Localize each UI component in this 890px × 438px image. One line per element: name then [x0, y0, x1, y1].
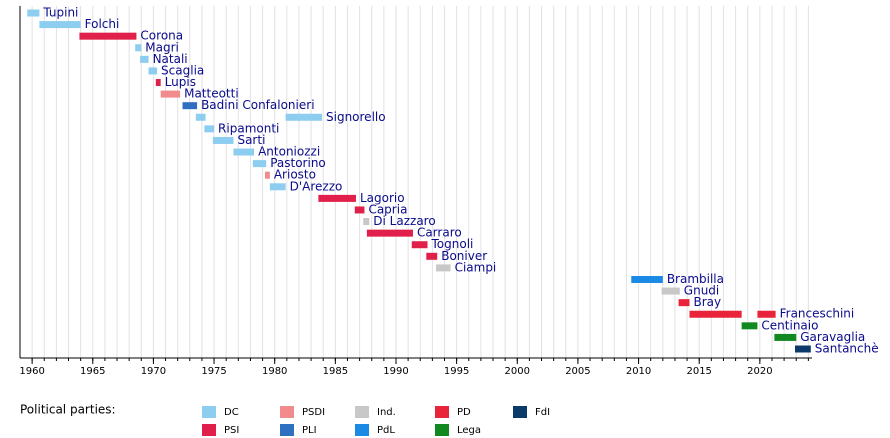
- minister-label: Centinaio: [761, 318, 818, 332]
- minister-label: Signorello: [326, 110, 386, 124]
- legend-swatch: [355, 406, 369, 418]
- minister-label: Garavaglia: [800, 330, 865, 344]
- x-tick-label: 1995: [444, 366, 469, 377]
- term-bar: [27, 9, 40, 17]
- x-tick-label: 2010: [626, 366, 651, 377]
- term-bar: [233, 148, 255, 156]
- term-bar: [269, 183, 286, 191]
- term-bar: [741, 322, 758, 330]
- legend-label: FdI: [535, 407, 550, 418]
- legend-label: PD: [457, 407, 471, 418]
- term-bar: [160, 90, 181, 98]
- term-bar: [678, 299, 690, 307]
- x-tick-label: 2005: [565, 366, 590, 377]
- x-tick-label: 1960: [19, 366, 44, 377]
- term-bar: [182, 102, 198, 110]
- term-bar: [436, 264, 451, 272]
- x-tick-label: 2020: [747, 366, 772, 377]
- minister-label: Gnudi: [684, 284, 719, 298]
- minister-label: Lagorio: [360, 191, 405, 205]
- term-bar: [79, 32, 137, 40]
- term-bar: [795, 345, 811, 353]
- x-tick-label: 1980: [262, 366, 287, 377]
- term-bar: [155, 79, 161, 87]
- x-tick-label: 1990: [383, 366, 408, 377]
- term-bar: [148, 67, 158, 75]
- minister-label: Carraro: [417, 226, 462, 240]
- minister-label: Antoniozzi: [258, 145, 320, 159]
- legend-label: DC: [224, 407, 239, 418]
- x-tick-label: 2015: [686, 366, 711, 377]
- legend-swatch: [202, 406, 216, 418]
- term-bar: [774, 333, 797, 341]
- legend-label: PSDI: [302, 407, 325, 418]
- term-bar: [285, 113, 323, 121]
- term-bar: [39, 21, 81, 29]
- term-bar: [252, 160, 267, 168]
- legend-label: PLI: [302, 425, 317, 436]
- legend-label: Ind.: [377, 407, 396, 418]
- term-bar: [318, 194, 356, 202]
- minister-label: Di Lazzaro: [373, 214, 435, 228]
- term-bar: [661, 287, 680, 295]
- term-bar: [204, 125, 215, 133]
- legend-swatch: [280, 424, 294, 436]
- x-tick-label: 1975: [201, 366, 226, 377]
- minister-label: Ciampi: [455, 260, 497, 274]
- minister-label: Corona: [140, 29, 183, 43]
- term-bar: [689, 310, 742, 318]
- minister-label: Folchi: [85, 17, 120, 31]
- minister-label: Brambilla: [667, 272, 724, 286]
- term-bar: [411, 241, 428, 249]
- term-bar: [426, 252, 438, 260]
- minister-label: Natali: [153, 52, 188, 66]
- minister-label: D'Arezzo: [290, 179, 343, 193]
- legend-label: PdL: [377, 425, 395, 436]
- minister-label: Santanchè: [815, 342, 879, 356]
- legend-swatch: [435, 406, 449, 418]
- minister-label: Magri: [145, 40, 179, 54]
- legend-swatch: [435, 424, 449, 436]
- term-bar: [264, 171, 270, 179]
- minister-label: Ariosto: [274, 168, 316, 182]
- term-bar: [757, 310, 776, 318]
- minister-label: Boniver: [441, 249, 487, 263]
- minister-label: Pastorino: [270, 156, 326, 170]
- term-bar: [140, 55, 149, 63]
- term-bar: [363, 218, 370, 226]
- term-bar: [195, 113, 206, 121]
- legend-title: Political parties:: [20, 403, 116, 417]
- x-tick-label: 1965: [80, 366, 105, 377]
- minister-label: Franceschini: [780, 307, 855, 321]
- minister-label: Capria: [368, 202, 407, 216]
- minister-label: Matteotti: [184, 87, 239, 101]
- legend-swatch: [202, 424, 216, 436]
- minister-label: Lupis: [165, 75, 196, 89]
- term-bar: [354, 206, 365, 214]
- x-tick-label: 2000: [505, 366, 530, 377]
- minister-label: Ripamonti: [218, 121, 279, 135]
- minister-label: Bray: [694, 295, 722, 309]
- legend-swatch: [280, 406, 294, 418]
- minister-label: Badini Confalonieri: [201, 98, 314, 112]
- term-bar: [135, 44, 142, 52]
- legend-swatch: [513, 406, 527, 418]
- minister-label: Tupini: [42, 6, 78, 20]
- legend-label: PSI: [224, 425, 239, 436]
- term-bar: [366, 229, 413, 237]
- legend-label: Lega: [457, 425, 481, 436]
- term-bar: [631, 275, 663, 283]
- legend-swatch: [355, 424, 369, 436]
- x-tick-label: 1985: [323, 366, 348, 377]
- term-bar: [212, 136, 234, 144]
- minister-label: Tognoli: [431, 237, 474, 251]
- minister-label: Sarti: [237, 133, 265, 147]
- minister-label: Scaglia: [161, 63, 204, 77]
- x-tick-label: 1970: [141, 366, 166, 377]
